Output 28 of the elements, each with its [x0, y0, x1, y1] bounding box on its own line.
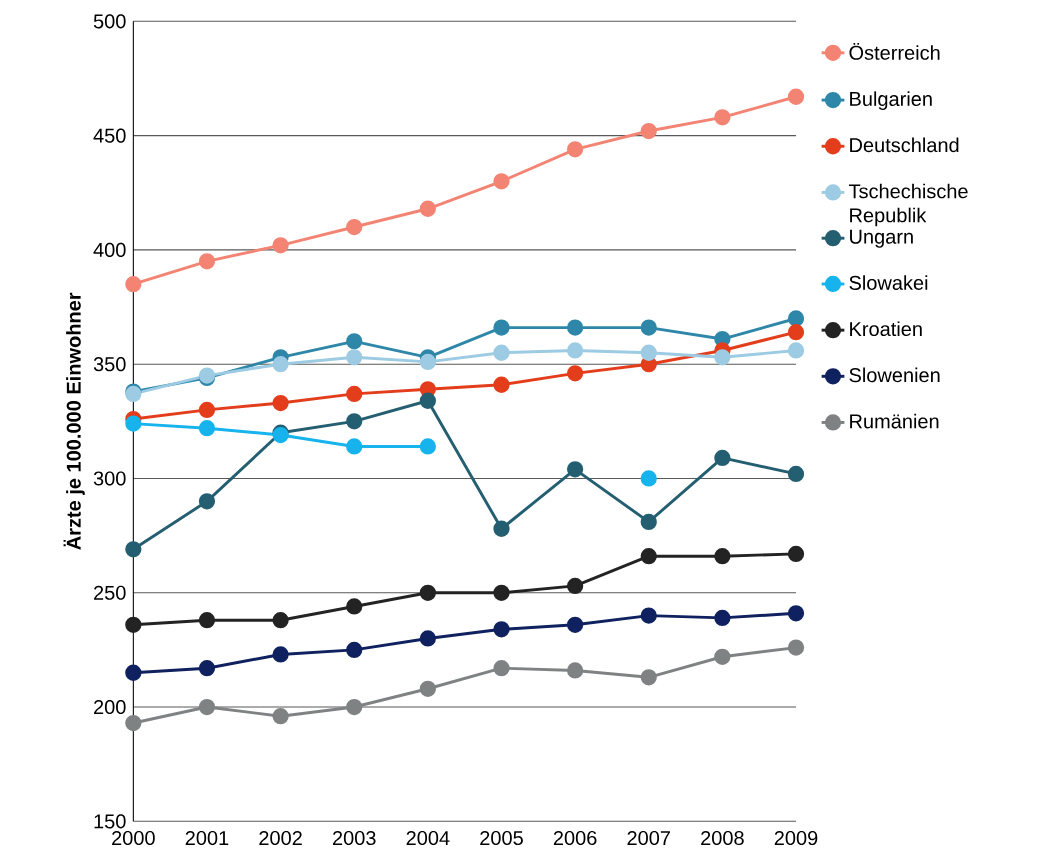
x-tick-label: 2009 [774, 830, 818, 846]
x-tick-label: 2003 [332, 830, 376, 846]
legend-label: Österreich [849, 42, 940, 60]
legend-label: Rumänien [850, 413, 939, 429]
y-tick-label: 450 [93, 128, 126, 143]
y-tick-label: 500 [93, 14, 126, 29]
y-tick-label: 350 [93, 357, 126, 372]
x-tick-label: 2002 [259, 830, 302, 846]
y-tick-label: 400 [93, 242, 126, 257]
y-tick-label: 200 [94, 699, 126, 715]
y-tick-label: 250 [94, 585, 126, 600]
x-tick-label: 2005 [480, 830, 523, 846]
legend-label: Slowakei [849, 275, 928, 290]
legend-label: Slowenien [849, 367, 940, 383]
y-tick-label: 300 [93, 471, 126, 486]
legend-label: Deutschland [850, 137, 959, 153]
legend-label: Ungarn [850, 229, 913, 248]
x-tick-label: 2006 [553, 830, 597, 846]
y-axis-title: Ärzte je 100.000 Einwohner [63, 292, 85, 550]
x-tick-label: 2008 [701, 830, 744, 846]
x-tick-label: 2001 [185, 830, 229, 846]
legend-label: Kroatien [850, 321, 922, 337]
legend-label: Tschechische Republik [848, 183, 968, 227]
y-tick-label: 150 [94, 814, 126, 829]
x-tick-label: 2000 [112, 830, 155, 846]
legend-label: Bulgarien [850, 91, 932, 110]
x-tick-label: 2004 [406, 830, 450, 846]
x-tick-label: 2007 [627, 830, 670, 846]
